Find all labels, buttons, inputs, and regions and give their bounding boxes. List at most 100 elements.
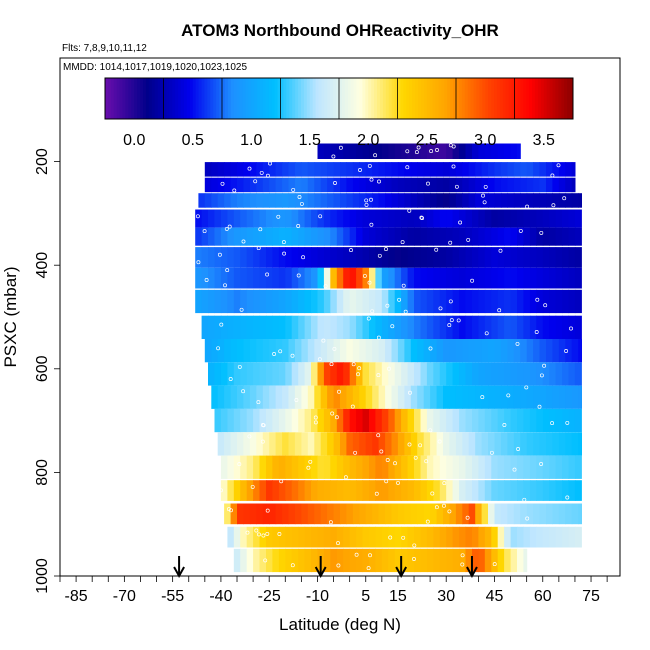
heatmap-cell bbox=[549, 289, 557, 314]
colorbar-swatch bbox=[195, 78, 200, 119]
sample-point bbox=[277, 532, 282, 536]
heatmap-cell bbox=[484, 548, 492, 573]
heatmap-cell bbox=[388, 267, 396, 289]
heatmap-cell bbox=[269, 503, 277, 525]
sample-point bbox=[454, 184, 459, 189]
heatmap-cell bbox=[227, 362, 235, 386]
sample-point bbox=[354, 552, 359, 557]
heatmap-cell bbox=[452, 143, 460, 159]
heatmap-cell bbox=[529, 480, 537, 501]
heatmap-cell bbox=[272, 267, 280, 289]
sample-point bbox=[224, 226, 229, 231]
heatmap-cell bbox=[285, 315, 293, 339]
heatmap-cell bbox=[278, 548, 286, 573]
colorbar-swatch bbox=[403, 78, 407, 119]
heatmap-cell bbox=[478, 526, 486, 548]
sample-point bbox=[245, 530, 250, 535]
heatmap-cell bbox=[549, 362, 557, 386]
colorbar-tick-label: 1.0 bbox=[240, 132, 262, 149]
heatmap-cell bbox=[359, 162, 367, 177]
sample-point bbox=[228, 377, 233, 381]
heatmap-cell bbox=[346, 162, 354, 177]
heatmap-cell bbox=[507, 193, 515, 208]
heatmap-cell bbox=[491, 209, 499, 228]
heatmap-cell bbox=[365, 432, 373, 456]
y-tick-label: 600 bbox=[34, 355, 51, 382]
heatmap-cell bbox=[204, 177, 212, 193]
sample-point bbox=[367, 280, 372, 285]
heatmap-cell bbox=[517, 526, 524, 548]
heatmap-cell bbox=[542, 455, 550, 479]
heatmap-cell bbox=[491, 480, 499, 501]
heatmap-cell bbox=[298, 289, 306, 314]
heatmap-cell bbox=[517, 227, 524, 246]
heatmap-cell bbox=[201, 315, 209, 339]
heatmap-cell bbox=[446, 526, 454, 548]
colorbar-swatch bbox=[415, 78, 419, 119]
heatmap-cell bbox=[349, 548, 357, 573]
heatmap-cell bbox=[291, 267, 299, 289]
heatmap-cell bbox=[439, 247, 447, 268]
sample-point bbox=[518, 228, 523, 233]
sample-point bbox=[426, 181, 430, 186]
heatmap-cell bbox=[266, 526, 273, 548]
heatmap-cell bbox=[227, 455, 235, 479]
sample-point bbox=[516, 447, 521, 451]
heatmap-cell bbox=[204, 162, 212, 177]
heatmap-cell bbox=[294, 432, 302, 456]
heatmap-cell bbox=[381, 526, 389, 548]
heatmap-cell bbox=[259, 227, 267, 246]
heatmap-cell bbox=[504, 227, 512, 246]
heatmap-cell bbox=[426, 289, 434, 314]
heatmap-cell bbox=[574, 526, 582, 548]
heatmap-cell bbox=[472, 362, 479, 386]
heatmap-cell bbox=[562, 289, 570, 314]
heatmap-cell bbox=[343, 289, 351, 314]
heatmap-cell bbox=[298, 408, 306, 433]
colorbar-swatch bbox=[514, 78, 518, 119]
heatmap-cell bbox=[520, 503, 528, 525]
colorbar-swatch bbox=[552, 78, 556, 119]
heatmap-cell bbox=[388, 209, 396, 228]
sample-point bbox=[330, 411, 335, 416]
heatmap-cell bbox=[478, 455, 486, 479]
heatmap-cell bbox=[513, 432, 521, 456]
heatmap-cell bbox=[317, 408, 325, 433]
heatmap-cell bbox=[240, 526, 248, 548]
heatmap-cell bbox=[259, 548, 267, 573]
heatmap-cell bbox=[484, 526, 492, 548]
heatmap-cell bbox=[266, 480, 273, 501]
heatmap-cell bbox=[317, 480, 325, 501]
heatmap-cell bbox=[391, 339, 399, 363]
colorbar-swatch bbox=[175, 78, 179, 119]
heatmap-cell bbox=[497, 267, 505, 289]
heatmap-cell bbox=[478, 267, 486, 289]
heatmap-cell bbox=[201, 227, 209, 246]
sample-point bbox=[369, 177, 374, 182]
heatmap-cell bbox=[356, 526, 364, 548]
heatmap-cell bbox=[404, 177, 412, 193]
heatmap-cell bbox=[330, 455, 338, 479]
sample-point bbox=[282, 251, 287, 256]
colorbar-swatch bbox=[423, 78, 428, 119]
heatmap-cell bbox=[510, 247, 518, 268]
heatmap-cell bbox=[410, 193, 418, 208]
heatmap-cell bbox=[465, 227, 473, 246]
heatmap-cell bbox=[394, 526, 402, 548]
colorbar-swatch bbox=[327, 78, 331, 119]
heatmap-cell bbox=[468, 385, 476, 409]
heatmap-cell bbox=[259, 209, 267, 228]
heatmap-cell bbox=[536, 315, 544, 339]
heatmap-cell bbox=[574, 247, 582, 268]
colorbar-swatch bbox=[564, 78, 568, 119]
heatmap-cell bbox=[568, 267, 576, 289]
heatmap-cell bbox=[436, 177, 444, 193]
heatmap-cell bbox=[378, 193, 386, 208]
heatmap-cell bbox=[307, 385, 315, 409]
colorbar-swatch bbox=[125, 78, 129, 119]
heatmap-cell bbox=[220, 267, 228, 289]
heatmap-cell bbox=[246, 289, 254, 314]
sample-point bbox=[241, 239, 246, 244]
heatmap-cell bbox=[494, 432, 502, 456]
heatmap-cell bbox=[439, 289, 447, 314]
